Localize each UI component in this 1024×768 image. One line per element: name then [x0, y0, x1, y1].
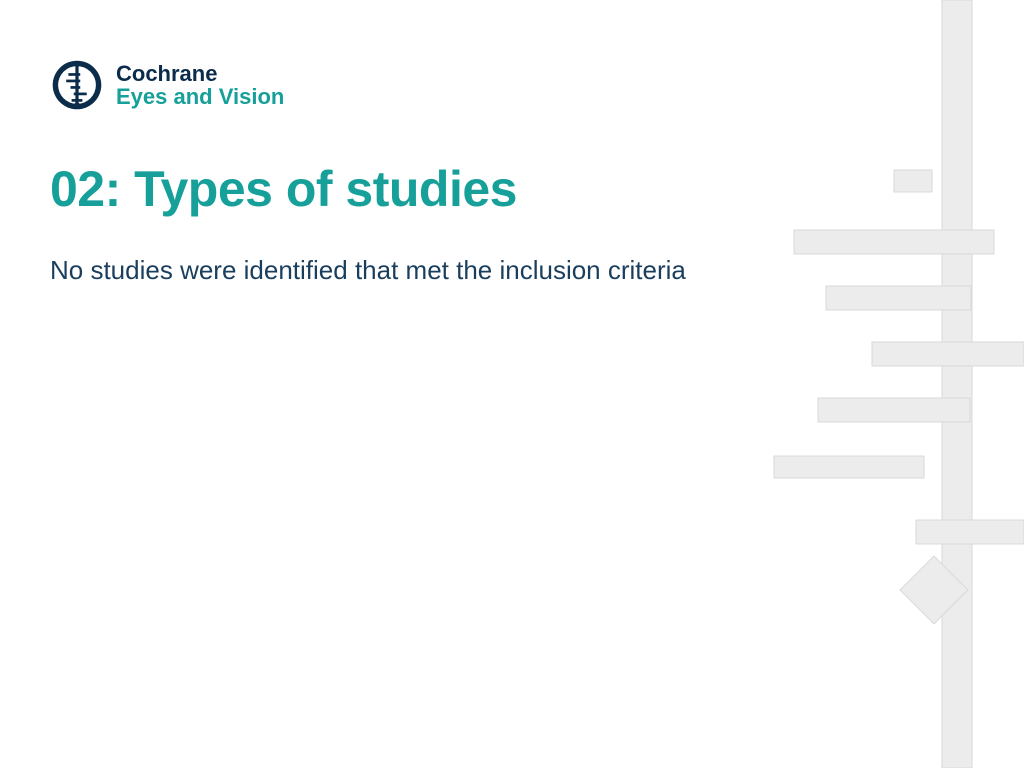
forest-plot-decor-icon [764, 0, 1024, 768]
brand-logo-area: Cochrane Eyes and Vision [50, 58, 284, 112]
brand-name-bottom: Eyes and Vision [116, 85, 284, 108]
slide-body: No studies were identified that met the … [50, 255, 686, 286]
brand-text: Cochrane Eyes and Vision [116, 62, 284, 108]
brand-name-top: Cochrane [116, 62, 284, 85]
slide-heading: 02: Types of studies [50, 160, 517, 218]
cochrane-logo-icon [50, 58, 104, 112]
